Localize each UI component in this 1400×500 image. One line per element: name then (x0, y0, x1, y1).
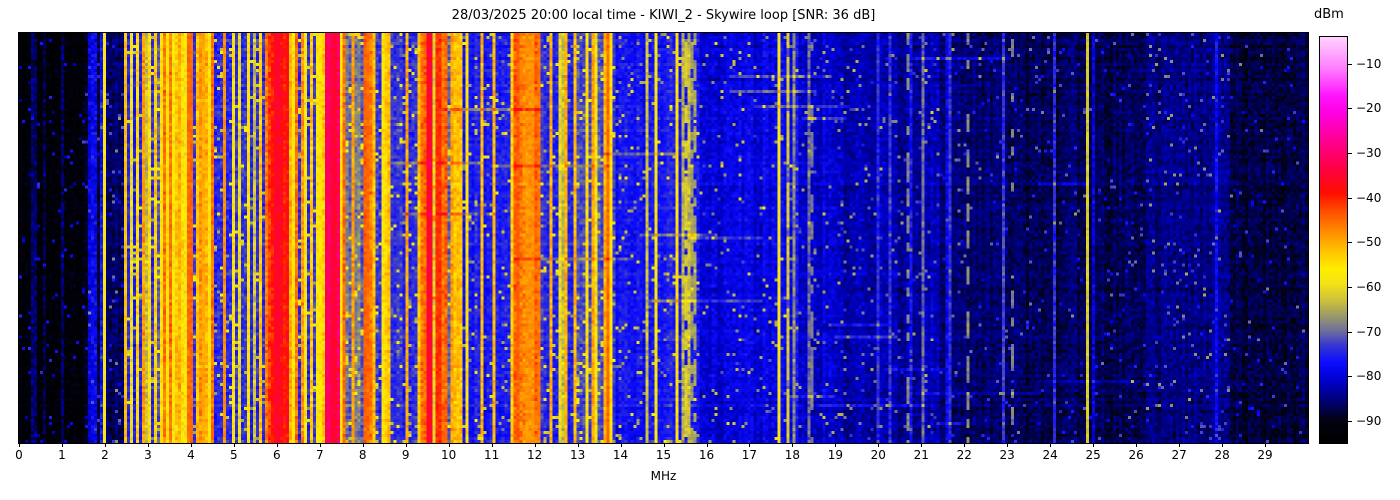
x-tick-label: 25 (1085, 448, 1101, 462)
x-tick-mark (190, 443, 192, 447)
x-tick-mark (276, 443, 278, 447)
x-tick-mark (1007, 443, 1009, 447)
x-tick-label: 9 (401, 448, 410, 462)
x-tick-label: 26 (1128, 448, 1144, 462)
x-tick-mark (749, 443, 751, 447)
x-tick-mark (147, 443, 149, 447)
x-tick-label: 8 (358, 448, 367, 462)
x-tick-label: 2 (101, 448, 109, 462)
x-tick-label: 12 (526, 448, 543, 462)
x-tick-label: 14 (612, 448, 629, 462)
x-tick-mark (405, 443, 407, 447)
x-tick-mark (1136, 443, 1138, 447)
chart-title: 28/03/2025 20:00 local time - KIWI_2 - S… (451, 8, 876, 23)
x-tick-mark (835, 443, 837, 447)
colorbar-tick-mark (1348, 153, 1352, 154)
colorbar-tick-label: −20 (1356, 101, 1382, 116)
x-tick-label: 15 (655, 448, 672, 462)
colorbar-tick-mark (1348, 420, 1352, 422)
x-tick-mark (706, 443, 708, 447)
colorbar-tick-label: −60 (1356, 279, 1382, 294)
x-tick-label: 10 (441, 448, 457, 462)
colorbar-tick-mark (1348, 331, 1352, 333)
plot-area (18, 32, 1309, 444)
x-tick-mark (1050, 443, 1052, 447)
colorbar-tick-mark (1348, 108, 1352, 110)
x-tick-label: 3 (144, 448, 152, 462)
x-tick-mark (62, 443, 63, 447)
x-tick-mark (1265, 443, 1266, 447)
x-tick-label: 16 (698, 448, 715, 462)
x-tick-mark (792, 443, 794, 447)
colorbar-tick-mark (1348, 242, 1352, 244)
x-tick-mark (620, 443, 622, 447)
x-tick-mark (319, 443, 321, 447)
x-tick-label: 27 (1171, 448, 1187, 462)
x-tick-label: 19 (827, 448, 844, 462)
colorbar-tick-label: −80 (1356, 369, 1382, 384)
x-tick-mark (104, 443, 106, 447)
x-tick-mark (1093, 443, 1095, 447)
x-tick-label: 21 (913, 448, 929, 462)
x-tick-mark (362, 443, 364, 447)
x-tick-label: 23 (999, 448, 1015, 462)
x-tick-label: 13 (569, 448, 586, 462)
colorbar-tick-label: −40 (1356, 190, 1382, 205)
x-tick-mark (878, 443, 880, 447)
x-tick-label: 17 (741, 448, 758, 462)
colorbar-tick-label: −70 (1356, 324, 1382, 339)
waterfall-canvas (19, 33, 1308, 443)
x-tick-mark (448, 443, 450, 447)
x-tick-mark (921, 443, 923, 447)
x-tick-label: 24 (1042, 448, 1058, 462)
x-tick-label: 18 (784, 448, 801, 462)
colorbar (1319, 36, 1348, 444)
colorbar-tick-mark (1348, 376, 1352, 378)
colorbar-tick-label: −50 (1356, 235, 1382, 250)
x-axis-label: MHz (650, 469, 677, 483)
x-tick-mark (663, 443, 665, 447)
colorbar-tick-mark (1348, 63, 1352, 65)
x-tick-mark (534, 443, 536, 447)
x-tick-label: 7 (315, 448, 324, 462)
x-tick-mark (1179, 443, 1181, 447)
x-tick-label: 6 (272, 448, 281, 462)
x-tick-label: 28 (1214, 448, 1230, 462)
x-tick-label: 1 (58, 448, 66, 462)
x-tick-label: 5 (229, 448, 238, 462)
x-tick-label: 11 (483, 448, 500, 462)
x-tick-mark (577, 443, 579, 447)
colorbar-tick-label: −90 (1356, 413, 1382, 428)
colorbar-tick-mark (1348, 286, 1352, 288)
x-tick-label: 20 (870, 448, 886, 462)
colorbar-tick-label: −30 (1356, 146, 1382, 160)
colorbar-gradient-canvas (1320, 37, 1347, 443)
x-tick-label: 4 (187, 448, 195, 462)
x-tick-mark (491, 443, 493, 447)
x-tick-label: 29 (1257, 448, 1273, 462)
x-tick-mark (964, 443, 966, 447)
colorbar-tick-label: −10 (1356, 56, 1382, 71)
colorbar-tick-mark (1348, 197, 1352, 199)
x-tick-mark (19, 443, 20, 447)
colorbar-unit-label: dBm (1314, 7, 1344, 22)
x-tick-label: 0 (15, 448, 23, 462)
x-tick-label: 22 (956, 448, 972, 462)
x-tick-mark (1222, 443, 1224, 447)
x-tick-mark (233, 443, 235, 447)
